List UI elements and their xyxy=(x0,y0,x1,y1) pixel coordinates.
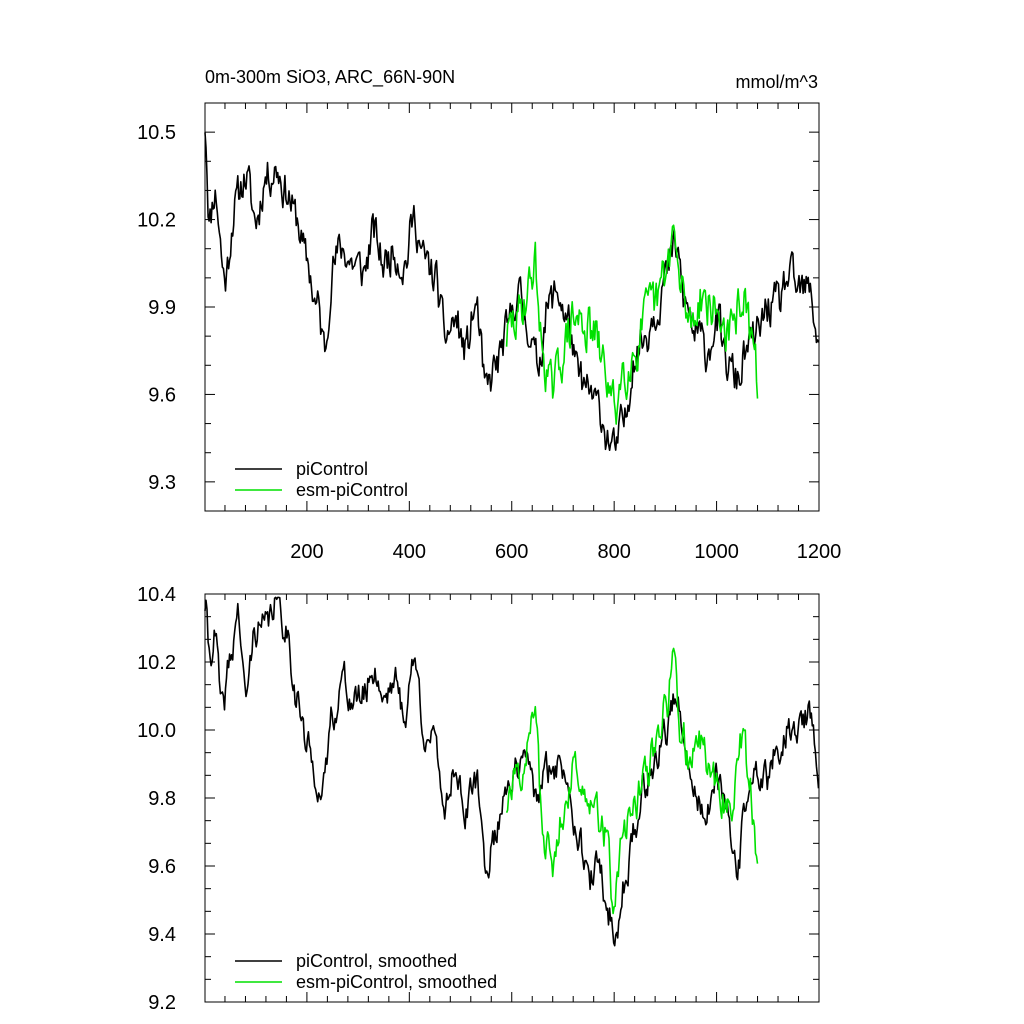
smoothed-panel: 9.2 9.4 9.6 9.8 10.0 10.2 10.4 piControl, smoo… xyxy=(137,584,820,1014)
y-tick-label: 10.5 xyxy=(137,122,176,144)
series-line-esm-picontrol xyxy=(505,224,759,425)
smoothed-ticks: 9.2 9.4 9.6 9.8 10.0 10.2 10.4 xyxy=(137,584,820,1014)
x-tick-label: 600 xyxy=(495,541,528,563)
annual-series xyxy=(204,132,820,452)
legend-label-esm-picontrol-smoothed: esm-piControl, smoothed xyxy=(296,972,497,992)
y-tick-label: 9.6 xyxy=(148,856,176,878)
y-tick-label: 9.8 xyxy=(148,788,176,810)
series-line-picontrol-smoothed xyxy=(204,596,820,947)
smoothed-series xyxy=(204,596,820,947)
chart-title: 0m-300m SiO3, ARC_66N-90N xyxy=(205,67,455,88)
x-tick-label: 800 xyxy=(597,541,630,563)
y-tick-label: 10.2 xyxy=(137,652,176,674)
legend-label-picontrol: piControl xyxy=(296,459,368,479)
annual-ticks: 200 400 600 800 1000 1200 9.3 9.6 9.9 10.2 10.5 xyxy=(137,102,842,563)
units-label: mmol/m^3 xyxy=(736,72,818,92)
x-tick-label: 1000 xyxy=(694,541,739,563)
series-line-esm-picontrol-smoothed xyxy=(505,647,759,915)
smoothed-legend: piControl, smoothed esm-piControl, smoot… xyxy=(235,951,497,992)
annual-panel: 200 400 600 800 1000 1200 9.3 9.6 9.9 10.2 10.5 pi… xyxy=(137,102,842,563)
y-tick-label: 10.2 xyxy=(137,210,176,232)
legend-label-picontrol-smoothed: piControl, smoothed xyxy=(296,951,457,971)
y-tick-label: 10.4 xyxy=(137,584,176,606)
y-tick-label: 10.0 xyxy=(137,720,176,742)
y-tick-label: 9.2 xyxy=(148,992,176,1014)
legend-label-esm-picontrol: esm-piControl xyxy=(296,480,408,500)
y-tick-label: 9.6 xyxy=(148,384,176,406)
annual-legend: piControl esm-piControl xyxy=(235,459,408,500)
x-tick-label: 400 xyxy=(393,541,426,563)
y-tick-label: 9.9 xyxy=(148,297,176,319)
y-tick-label: 9.3 xyxy=(148,472,176,494)
x-tick-label: 200 xyxy=(290,541,323,563)
x-tick-label: 1200 xyxy=(797,541,842,563)
y-tick-label: 9.4 xyxy=(148,924,176,946)
series-line-picontrol xyxy=(204,132,820,452)
